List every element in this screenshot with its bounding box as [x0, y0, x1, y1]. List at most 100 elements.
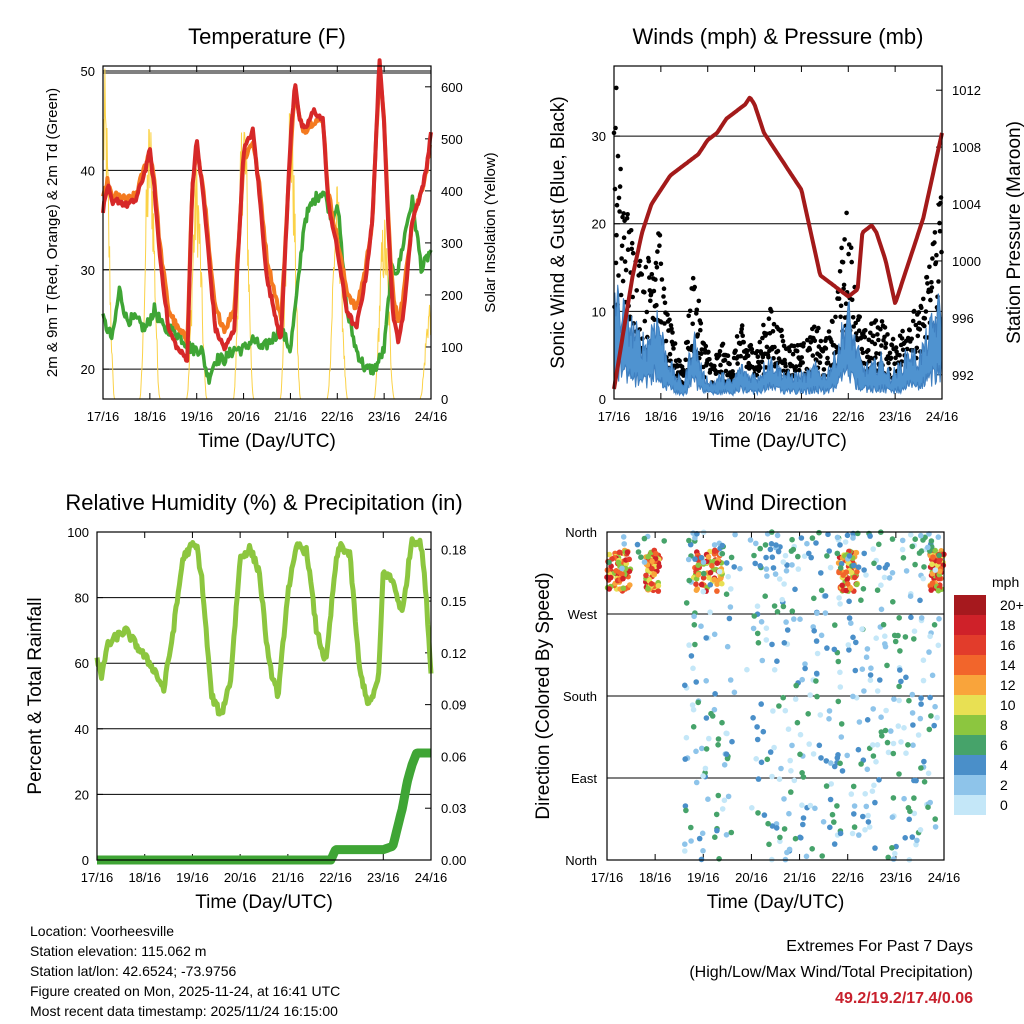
- gust-point: [630, 294, 635, 300]
- legend-label: 2: [1000, 777, 1008, 793]
- direction-point: [774, 532, 781, 539]
- direction-point: [836, 595, 842, 601]
- direction-point: [892, 638, 899, 645]
- direction-point: [931, 622, 938, 628]
- elevation-text: Station elevation: 115.062 m: [30, 943, 207, 959]
- gust-point: [807, 347, 813, 352]
- gust-point: [739, 323, 745, 328]
- direction-point: [728, 554, 735, 561]
- direction-point: [683, 600, 690, 606]
- gust-point: [703, 343, 709, 349]
- direction-point: [852, 574, 858, 581]
- direction-point: [910, 722, 916, 728]
- direction-point: [844, 576, 850, 583]
- gust-point: [793, 364, 799, 369]
- gust-point: [909, 336, 914, 342]
- direction-point: [826, 716, 832, 722]
- direction-point: [795, 553, 801, 560]
- x-axis-label: Time (Day/UTC): [198, 431, 336, 452]
- direction-point: [711, 542, 718, 548]
- direction-point: [655, 582, 662, 589]
- gust-point: [757, 339, 763, 345]
- direction-point: [901, 795, 907, 802]
- direction-point: [709, 562, 715, 569]
- y-axis-label: Direction (Colored By Speed): [533, 572, 554, 819]
- gust-point: [919, 305, 924, 311]
- direction-point: [909, 543, 916, 550]
- direction-point: [831, 841, 838, 847]
- direction-point: [731, 564, 737, 570]
- direction-point: [703, 746, 710, 752]
- gust-point: [907, 327, 912, 333]
- gust-point: [837, 269, 843, 274]
- direction-point: [685, 556, 692, 563]
- gust-point: [619, 256, 624, 261]
- direction-point: [714, 560, 720, 566]
- direction-point: [606, 586, 612, 592]
- gust-point: [932, 240, 937, 245]
- gust-point: [655, 249, 660, 254]
- direction-point: [717, 575, 724, 582]
- direction-point: [934, 714, 940, 721]
- gust-point: [621, 235, 627, 240]
- gust-point: [618, 166, 623, 172]
- direction-point: [818, 755, 824, 761]
- direction-point: [891, 696, 897, 702]
- direction-point: [929, 672, 936, 679]
- direction-point: [690, 724, 697, 730]
- direction-point: [780, 694, 786, 701]
- direction-point: [682, 803, 689, 809]
- direction-point: [692, 641, 698, 648]
- direction-point: [774, 658, 780, 664]
- direction-point: [651, 571, 657, 577]
- direction-point: [890, 599, 896, 605]
- gust-point: [687, 308, 693, 314]
- gust-point: [624, 216, 630, 221]
- direction-point: [606, 551, 612, 558]
- gust-point: [662, 321, 667, 326]
- direction-point: [846, 615, 853, 621]
- gust-point: [794, 348, 800, 354]
- direction-point: [912, 536, 918, 542]
- gust-point: [764, 344, 770, 350]
- x-tick-label: 18/16: [134, 409, 167, 424]
- gust-point: [772, 344, 777, 350]
- gust-point: [826, 329, 832, 334]
- y-tick-label: West: [568, 607, 598, 622]
- gust-point: [910, 318, 916, 324]
- direction-point: [882, 727, 889, 734]
- gust-point: [796, 367, 802, 373]
- gust-point: [775, 348, 781, 354]
- y2-tick-label: 0.00: [441, 853, 466, 868]
- direction-point: [889, 845, 895, 851]
- direction-point: [798, 835, 804, 841]
- gust-point: [791, 343, 797, 349]
- direction-point: [701, 570, 707, 577]
- direction-point: [705, 554, 712, 560]
- gust-point: [883, 345, 888, 350]
- direction-point: [936, 552, 942, 559]
- direction-point: [874, 688, 881, 694]
- x-tick-label: 23/16: [880, 870, 913, 885]
- direction-point: [855, 746, 862, 753]
- direction-point: [840, 572, 846, 578]
- direction-point: [929, 561, 935, 568]
- direction-point: [910, 742, 916, 748]
- direction-point: [865, 819, 872, 825]
- direction-point: [703, 635, 709, 641]
- gust-point: [875, 332, 880, 337]
- gust-point: [825, 360, 831, 365]
- direction-point: [856, 832, 862, 838]
- direction-point: [823, 783, 830, 789]
- direction-point: [880, 621, 887, 628]
- gust-point: [818, 338, 824, 344]
- legend-swatch: [954, 715, 986, 735]
- y2-tick-label: 0.03: [441, 801, 466, 816]
- gust-point: [823, 346, 829, 351]
- direction-point: [769, 641, 775, 648]
- gust-point: [849, 259, 854, 265]
- direction-point: [882, 565, 889, 571]
- gust-point: [780, 338, 786, 344]
- direction-point: [805, 711, 811, 717]
- gust-point: [893, 345, 899, 350]
